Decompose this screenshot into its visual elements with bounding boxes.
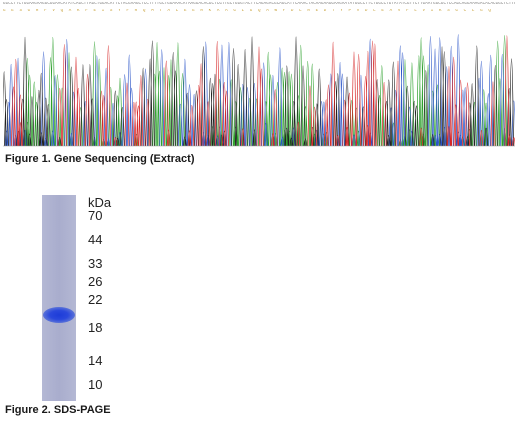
marker-70: 70 [88, 208, 103, 223]
gel-lane [42, 195, 76, 401]
trace-base-A [24, 35, 507, 147]
figure1-caption: Figure 1. Gene Sequencing (Extract) [5, 153, 195, 165]
amino-acid-sequence: G E S G R F V Q A K F E I S Y F R Q M T … [3, 9, 493, 13]
protein-band [43, 307, 75, 323]
trace-base-G [3, 36, 514, 147]
marker-26: 26 [88, 274, 103, 289]
chromatogram: GGCCTTCTGGAAGAAGGCGGAACATATCAGCTTAGCTGGA… [3, 2, 515, 148]
marker-33: 33 [88, 256, 103, 271]
figure2-caption: Figure 2. SDS-PAGE [5, 404, 111, 416]
marker-10: 10 [88, 377, 103, 392]
marker-44: 44 [88, 232, 103, 247]
trace-base-C [4, 34, 515, 147]
dna-sequence: GGCCTTCTGGAAGAAGGCGGAACATATCAGCTTAGCTGGA… [3, 2, 515, 6]
marker-14: 14 [88, 353, 103, 368]
marker-22: 22 [88, 292, 103, 307]
marker-18: 18 [88, 320, 103, 335]
sequencing-trace [3, 34, 515, 147]
kda-unit-label: kDa [88, 195, 112, 210]
trace-base-T [11, 35, 515, 147]
